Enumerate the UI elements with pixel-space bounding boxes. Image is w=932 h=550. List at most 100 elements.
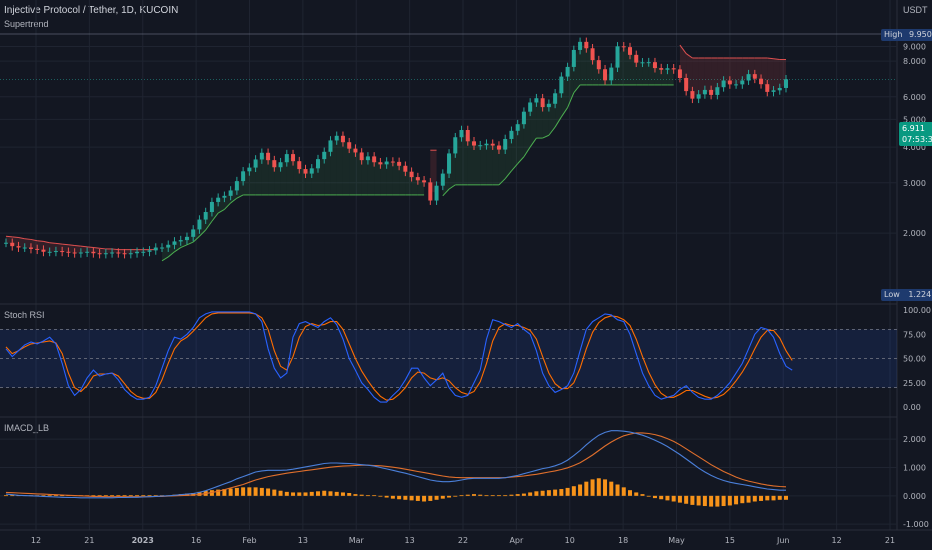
chart-title: Injective Protocol / Tether, 1D, KUCOIN — [4, 5, 179, 16]
supertrend-fill — [6, 45, 786, 261]
candle-body — [78, 252, 83, 254]
macd-histogram-bar — [528, 492, 533, 496]
candle-body — [160, 247, 164, 249]
supertrend-band — [380, 162, 387, 195]
supertrend-segment — [37, 240, 44, 242]
macd-histogram-bar — [453, 495, 458, 497]
macd-histogram-bar — [347, 493, 352, 496]
supertrend-segment — [211, 212, 219, 222]
bar-countdown: 07:53:39 — [902, 135, 932, 144]
macd-histogram-bar — [316, 491, 320, 496]
supertrend-band — [392, 161, 400, 195]
macd-histogram-bar — [447, 495, 452, 498]
high-label-tag: High 9.950 — [881, 29, 932, 41]
macd-histogram-bar — [759, 495, 764, 501]
candle-body — [521, 111, 526, 125]
supertrend-band — [55, 243, 63, 252]
date-tick-label: 13 — [298, 536, 308, 545]
supertrend-band — [492, 144, 499, 185]
macd-histogram-bar — [116, 495, 121, 497]
supertrend-band — [24, 238, 31, 249]
candle-body — [621, 46, 626, 48]
candle-body — [191, 229, 196, 237]
date-tick-label: 2023 — [132, 536, 154, 545]
supertrend-band — [43, 241, 50, 252]
candle-body — [347, 142, 352, 149]
macd-histogram-bar — [490, 495, 495, 497]
imacd-pane — [4, 430, 788, 507]
macd-histogram-bar — [777, 495, 782, 500]
supertrend-segment — [49, 242, 56, 244]
candle-body — [184, 236, 189, 241]
macd-histogram-bar — [403, 495, 408, 500]
supertrend-band — [723, 58, 730, 84]
supertrend-band — [361, 156, 368, 195]
macd-histogram-bar — [734, 495, 739, 505]
macd-histogram-bar — [484, 495, 489, 497]
low-label: Low — [884, 290, 900, 299]
candle-body — [503, 138, 508, 150]
candle-body — [652, 62, 657, 69]
supertrend-segment — [74, 244, 81, 247]
candle-body — [484, 143, 489, 146]
imacd-title[interactable]: IMACD_LB — [4, 423, 50, 433]
macd-histogram-bar — [278, 490, 283, 496]
last-price: 6.911 — [902, 124, 925, 133]
macd-signal-line — [5, 432, 787, 498]
supertrend-band — [349, 145, 356, 195]
macd-histogram-bar — [397, 495, 402, 500]
candle-body — [390, 161, 395, 163]
supertrend-legend[interactable]: Supertrend — [4, 19, 49, 29]
supertrend-band — [124, 249, 131, 254]
candle-body — [266, 152, 271, 161]
low-value: 1.224 — [908, 290, 932, 299]
candle-body — [440, 173, 445, 186]
supertrend-band — [342, 138, 350, 195]
stoch-d-line — [5, 312, 793, 401]
candle-body — [141, 251, 146, 253]
macd-histogram-bar — [503, 495, 508, 497]
macd-histogram-bar — [659, 495, 664, 500]
supertrend-segment — [18, 237, 25, 240]
candle-body — [478, 145, 483, 147]
stoch-rsi-pane — [0, 311, 897, 403]
stoch-k-line — [5, 311, 793, 403]
macd-histogram-bar — [752, 495, 757, 502]
macd-histogram-bar — [41, 495, 46, 497]
candle-body — [297, 161, 302, 170]
macd-histogram-bar — [671, 495, 676, 502]
stoch-rsi-title[interactable]: Stoch RSI — [4, 310, 45, 320]
candle-body — [784, 79, 788, 88]
macd-histogram-bar — [746, 495, 751, 503]
macd-histogram-bar — [515, 494, 520, 496]
candle-body — [253, 159, 258, 168]
candle-body — [671, 68, 676, 70]
macd-histogram-bar — [4, 495, 8, 497]
supertrend-band — [280, 158, 287, 195]
supertrend-band — [386, 161, 393, 195]
macd-histogram-bar — [222, 489, 227, 496]
stoch-tick-label: 0.00 — [903, 403, 921, 412]
supertrend-band — [667, 68, 674, 85]
candle-body — [316, 159, 320, 169]
candle-body — [53, 251, 58, 253]
supertrend-band — [480, 144, 487, 185]
candle-body — [147, 250, 152, 252]
price-tick-label: 9.000 — [903, 42, 926, 51]
macd-histogram-bar — [603, 479, 608, 496]
macd-histogram-bar — [634, 492, 639, 496]
macd-histogram-bar — [571, 486, 576, 496]
macd-histogram-bar — [266, 488, 271, 496]
candle-body — [709, 89, 714, 95]
candle-body — [715, 87, 720, 95]
candle-body — [490, 143, 495, 146]
supertrend-segment — [30, 238, 38, 242]
supertrend-segment — [573, 84, 581, 94]
supertrend-band — [261, 156, 269, 195]
candle-body — [340, 135, 345, 143]
candle-body — [10, 242, 15, 247]
macd-histogram-bar — [303, 492, 308, 496]
date-tick-label: 18 — [618, 536, 628, 545]
price-tick-label: 6.000 — [903, 93, 926, 102]
